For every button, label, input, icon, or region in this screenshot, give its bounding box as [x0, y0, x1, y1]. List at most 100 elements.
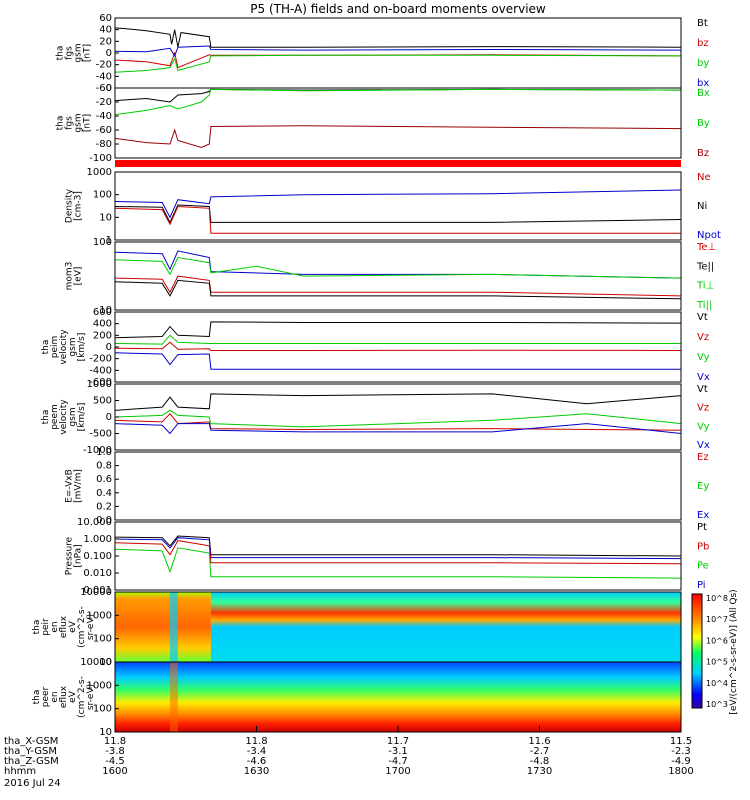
panel-9: 10000100010010thapeirenefluxeV(cm^2-s-sr… [32, 587, 682, 668]
y-axis-label-line: gsm [68, 337, 78, 356]
y-axis-label-line: fgs [65, 46, 75, 60]
y-tick-label: 10000 [80, 587, 112, 598]
y-tick-label: 100 [93, 190, 112, 201]
series-bx [114, 45, 682, 58]
legend-entry: bx [697, 78, 709, 89]
ion-spectrogram-early [115, 592, 211, 662]
legend-entry: Vz [697, 403, 709, 414]
y-axis-label: E=-VxB[mV/m] [65, 469, 84, 503]
y-axis-label-line: tha [41, 340, 51, 355]
ion-spectrogram-late [210, 592, 681, 662]
panel-frame [114, 171, 682, 241]
y-axis-label-line: E=-VxB [65, 469, 75, 503]
x-axis-row-label: tha_Z-GSM [4, 756, 59, 767]
y-axis-label-line: Density [65, 188, 75, 223]
legend-entry: Ni [697, 201, 707, 212]
legend-entry: Bz [697, 148, 709, 159]
figure-title: P5 (TH-A) fields and on-board moments ov… [250, 2, 546, 16]
y-tick-label: 100 [93, 237, 112, 248]
legend-entry: Ez [697, 452, 709, 463]
y-axis-label-line: peem [50, 404, 60, 430]
series-ne [114, 205, 681, 234]
y-tick-label: -600 [89, 377, 112, 388]
colorbar-tick-label: 10^5 [706, 658, 728, 667]
y-axis-label-line: velocity [59, 329, 69, 365]
x-tick-label: -4.8 [530, 756, 550, 767]
panel-7: 1.0 0.8 0.6 0.4 0.2 0.0 E=-VxB[mV/m] Ez Ey Ex [65, 447, 710, 526]
y-axis-label: thafgsgsm[nT] [56, 113, 93, 132]
legend-entry: Vx [697, 440, 710, 451]
y-axis-label-line: tha [41, 410, 51, 425]
y-axis-label-line: sr-eV) [86, 684, 96, 710]
y-tick-label: 10000 [80, 657, 112, 668]
y-tick-label: -100 [89, 153, 112, 164]
legend-entry: Pb [697, 541, 709, 552]
electron-spectrogram [115, 662, 681, 732]
series-vt [114, 393, 682, 411]
x-tick-label: 1730 [527, 766, 552, 777]
x-tick-label: -3.1 [388, 746, 408, 757]
legend-entry: Te⊥ [696, 242, 716, 253]
colorbar: 10^8 10^7 10^6 10^5 10^4 10^3 [eV/(cm^2-s-sr-… [691, 589, 739, 715]
legend-entry: Ti⊥ [696, 281, 714, 292]
legend-entry: Vy [697, 352, 710, 363]
series-ni [114, 204, 682, 224]
y-tick-label: 0.0 [96, 515, 112, 526]
x-tick-label: 1630 [244, 766, 269, 777]
y-tick-label: 0 [106, 342, 112, 353]
x-tick-label: 1700 [385, 766, 410, 777]
legend-entry: Vy [697, 421, 710, 432]
y-axis-label: mom3[eV] [65, 262, 84, 291]
y-axis-label-line: [nT] [83, 114, 93, 132]
panel-frame [114, 521, 682, 591]
y-axis-label: thapeemvelocitygsm[km/s] [41, 399, 87, 435]
y-tick-label: -1000 [83, 445, 112, 456]
y-tick-label: 0.100 [83, 551, 112, 562]
series-te- [114, 275, 682, 297]
y-tick-label: 100 [93, 704, 112, 715]
y-tick-label: 1 [106, 235, 112, 246]
y-tick-label: 0.4 [96, 488, 112, 499]
y-tick-label: 40 [99, 25, 112, 36]
y-tick-label: 0.2 [96, 501, 112, 512]
ion-spectrogram-dip [170, 592, 178, 662]
y-tick-label: 100 [93, 634, 112, 645]
series-bz [114, 125, 682, 149]
y-axis-label-line: eflux [59, 615, 69, 638]
y-tick-label: 0.6 [96, 474, 112, 485]
x-tick-label: -3.8 [105, 746, 125, 757]
legend-entry: Pi [697, 580, 706, 591]
colorbar-tick-label: 10^6 [706, 636, 728, 645]
y-axis-label: thafgsgsm[nT] [56, 43, 93, 62]
y-axis-label-line: velocity [59, 399, 69, 435]
y-axis-label-line: [mV/m] [74, 469, 84, 503]
y-axis-label-line: eV [68, 690, 78, 703]
y-tick-label: -500 [89, 429, 112, 440]
y-tick-label: 1.0 [96, 447, 112, 458]
series-vt [114, 321, 682, 339]
legend-entry: Te|| [696, 261, 714, 272]
series-vz [114, 341, 682, 351]
x-tick-label: 11.6 [528, 736, 550, 747]
legend-entry: Vt [697, 312, 708, 323]
y-tick-label: 0 [106, 412, 112, 423]
y-tick-label: 1000 [87, 379, 112, 390]
x-tick-label: -3.4 [247, 746, 267, 757]
panel-6: 1000 500 0 -500 -1000 thapeemvelocitygsm[km/s… [41, 379, 710, 456]
series-ti- [114, 256, 682, 279]
legend-entry: Pt [697, 522, 707, 533]
y-tick-label: 0.8 [96, 461, 112, 472]
y-tick-label: 20 [99, 36, 112, 47]
legend-entry: By [697, 118, 710, 129]
legend-entry: by [697, 58, 709, 69]
series-bt [114, 27, 682, 48]
series-vx [114, 423, 682, 435]
y-axis-label-line: tha [56, 116, 66, 131]
colorbar-label: [eV/(cm^2-s-sr-eV)] (All Qs) [729, 589, 739, 714]
y-axis-label-line: gsm [68, 407, 78, 426]
x-tick-label: 1800 [668, 766, 693, 777]
legend-entry: bz [697, 38, 709, 49]
y-tick-label: 10 [99, 657, 112, 668]
y-tick-label: 1000 [87, 680, 112, 691]
